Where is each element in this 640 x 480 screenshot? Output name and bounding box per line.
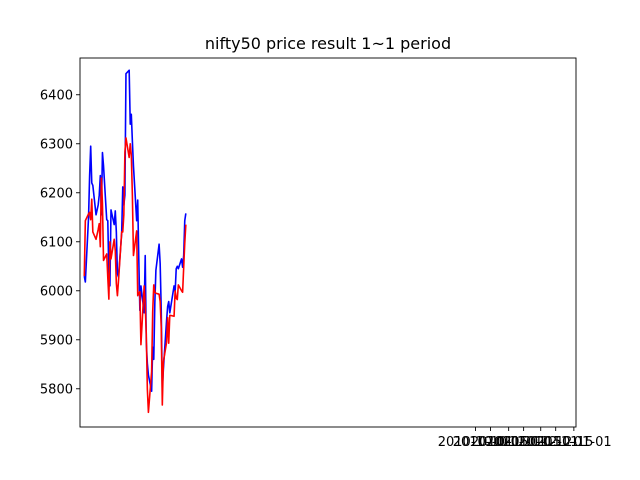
x-tick-label: 2010-11-15	[486, 435, 562, 450]
y-tick-label: 6400	[40, 88, 73, 103]
plot-frame	[79, 57, 577, 428]
x-tick-label: 2010-11-01	[471, 435, 547, 450]
y-tick-label: 5900	[40, 333, 73, 348]
series-layer	[83, 69, 187, 414]
x-tick-label: 2010-12-01	[503, 435, 579, 450]
x-tick-label: 2011-01-01	[536, 435, 612, 450]
y-tick-label: 5800	[40, 382, 73, 397]
y-tick-label: 6200	[40, 186, 73, 201]
y-tick-label: 6300	[40, 137, 73, 152]
series-line-2	[83, 137, 187, 414]
axes-layer: 58005900600061006200630064002010-10-0120…	[40, 57, 612, 450]
chart-title: nifty50 price result 1~1 period	[205, 34, 451, 53]
y-tick-label: 6100	[40, 235, 73, 250]
x-tick-label: 2010-10-01	[438, 435, 514, 450]
x-tick-label: 2010-10-15	[453, 435, 529, 450]
y-tick-label: 6000	[40, 284, 73, 299]
x-tick-label: 2010-12-15	[518, 435, 594, 450]
